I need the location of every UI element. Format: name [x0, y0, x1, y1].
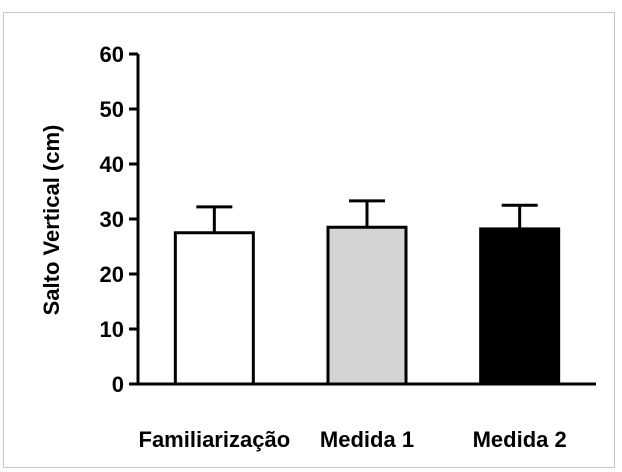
y-tick-label: 10: [100, 317, 124, 342]
bar: [326, 225, 408, 386]
y-tick-label: 0: [112, 372, 124, 397]
x-category-label: Medida 2: [473, 427, 567, 452]
x-axis-labels: Familiarização Medida 1 Medida 2: [139, 427, 567, 452]
y-axis-label: Salto Vertical (cm): [39, 125, 64, 316]
y-tick-label: 20: [100, 262, 124, 287]
bar: [479, 227, 561, 386]
bar: [173, 231, 255, 386]
y-tick-label: 30: [100, 207, 124, 232]
y-tick-label: 50: [100, 97, 124, 122]
x-category-label: Familiarização: [139, 427, 291, 452]
bars: [173, 199, 561, 386]
x-category-label: Medida 1: [320, 427, 414, 452]
y-tick-label: 60: [100, 42, 124, 67]
y-tick-label: 40: [100, 152, 124, 177]
